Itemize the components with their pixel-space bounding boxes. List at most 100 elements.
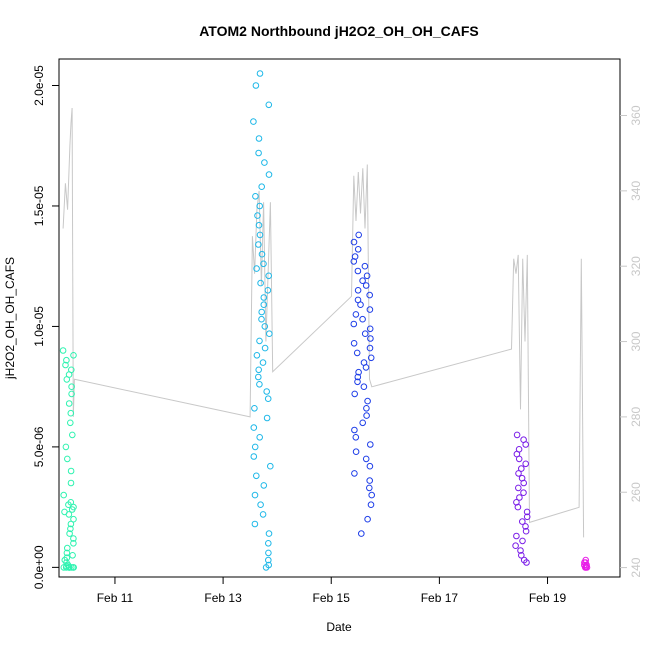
data-point xyxy=(266,330,273,338)
data-point xyxy=(67,467,75,475)
data-point xyxy=(367,335,374,342)
data-point xyxy=(262,564,270,571)
data-point xyxy=(523,508,531,516)
data-point xyxy=(366,462,374,470)
data-point xyxy=(366,484,373,492)
x-tick-label: Feb 13 xyxy=(204,591,242,605)
data-point xyxy=(351,390,359,398)
data-point xyxy=(367,501,375,509)
data-point xyxy=(354,246,362,253)
data-point xyxy=(366,477,374,484)
data-point xyxy=(260,482,268,489)
x-tick-label: Feb 11 xyxy=(97,591,134,605)
data-point xyxy=(257,501,264,509)
data-point xyxy=(256,381,263,388)
y2-tick-label: 260 xyxy=(629,482,643,502)
data-point xyxy=(363,412,370,419)
data-point xyxy=(358,530,365,537)
data-point xyxy=(256,434,264,441)
data-point xyxy=(523,513,531,521)
data-point xyxy=(265,549,272,557)
data-point xyxy=(70,352,77,359)
data-point xyxy=(65,501,72,509)
y-axis: 0.0e+00 5.0e-06 1.0e-05 1.5e-05 2.0e-05 xyxy=(32,65,59,589)
data-point xyxy=(251,491,259,499)
data-point xyxy=(68,383,75,391)
data-point xyxy=(265,171,273,178)
data-point xyxy=(355,231,363,239)
y2-tick-label: 360 xyxy=(629,105,643,125)
data-point xyxy=(367,354,375,362)
data-point xyxy=(67,525,74,533)
data-point xyxy=(522,523,529,530)
data-point xyxy=(67,409,75,417)
data-point xyxy=(258,250,266,258)
data-point xyxy=(361,262,369,270)
data-point xyxy=(68,506,76,513)
data-point xyxy=(251,405,258,412)
data-point xyxy=(67,520,75,528)
data-point xyxy=(70,535,77,542)
y-axis-label: jH2O2_OH_OH_CAFS xyxy=(3,257,17,380)
data-point xyxy=(265,556,272,564)
data-point xyxy=(260,294,268,301)
data-point xyxy=(520,489,527,497)
scatter-points xyxy=(59,70,591,571)
data-point xyxy=(581,564,589,571)
y-tick-label: 2.0e-05 xyxy=(32,65,46,106)
data-point xyxy=(363,405,370,412)
data-point xyxy=(265,540,272,547)
x-axis-label: Date xyxy=(326,620,352,634)
y2-tick-label: 280 xyxy=(629,407,643,427)
data-point xyxy=(354,373,362,381)
data-point xyxy=(66,530,73,537)
data-point xyxy=(359,315,366,323)
data-point xyxy=(255,366,263,374)
secondary-series xyxy=(62,107,585,538)
data-point xyxy=(366,306,374,313)
data-point xyxy=(350,320,358,328)
data-point xyxy=(350,340,358,347)
chart-title: ATOM2 Northbound jH2O2_OH_OH_CAFS xyxy=(199,23,479,39)
data-point xyxy=(63,356,70,364)
data-point xyxy=(264,287,272,294)
data-point xyxy=(59,347,67,354)
data-point xyxy=(253,265,260,272)
data-point xyxy=(62,564,70,571)
x-tick-label: Feb 15 xyxy=(313,591,351,605)
data-point xyxy=(354,267,362,275)
data-point xyxy=(367,441,374,448)
data-point xyxy=(519,518,526,525)
y-tick-label: 1.0e-05 xyxy=(32,306,46,347)
data-point xyxy=(254,212,261,219)
data-point xyxy=(251,443,259,451)
data-point xyxy=(583,564,591,571)
secondary-line xyxy=(62,107,585,538)
data-point xyxy=(65,400,73,407)
data-point xyxy=(355,368,362,376)
data-point xyxy=(364,397,371,405)
data-point xyxy=(357,301,364,309)
data-point xyxy=(352,434,360,441)
data-point xyxy=(513,532,520,540)
x-tick-label: Feb 17 xyxy=(421,591,459,605)
data-point xyxy=(257,279,264,287)
data-point xyxy=(522,460,530,468)
data-point xyxy=(64,455,71,463)
data-point xyxy=(520,479,528,487)
data-point xyxy=(253,352,261,359)
data-point xyxy=(256,70,264,77)
y2-tick-label: 340 xyxy=(629,181,643,201)
y2-tick-label: 320 xyxy=(629,256,643,276)
data-point xyxy=(256,202,264,210)
data-point xyxy=(264,395,272,403)
data-point xyxy=(260,260,267,268)
data-point xyxy=(258,183,266,190)
data-point xyxy=(351,253,359,260)
data-point xyxy=(515,470,522,477)
data-point xyxy=(258,308,266,316)
data-point xyxy=(522,441,530,448)
data-point xyxy=(263,414,271,422)
y-tick-label: 5.0e-06 xyxy=(32,426,46,467)
data-point xyxy=(68,390,75,398)
